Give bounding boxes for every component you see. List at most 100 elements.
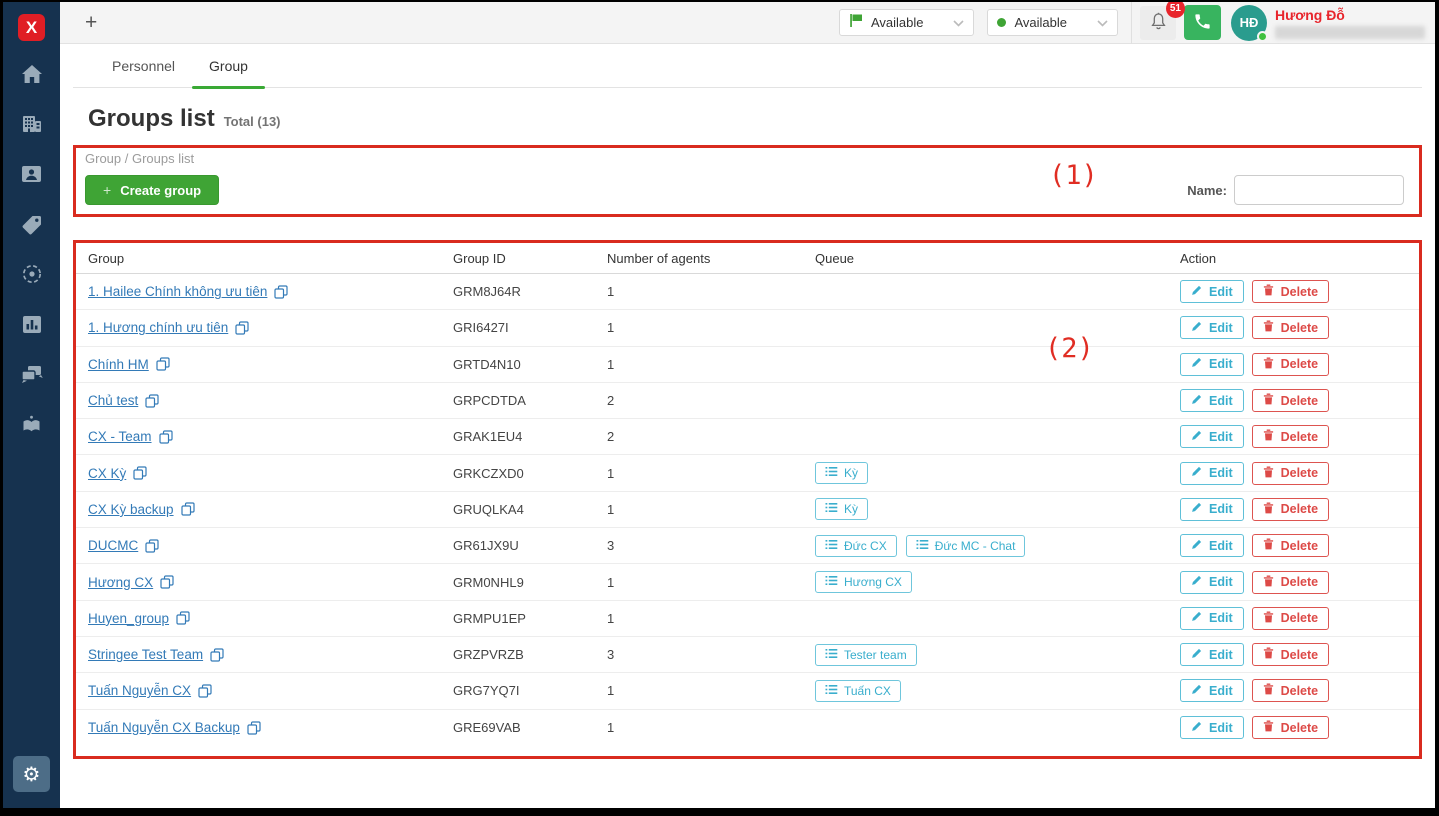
delete-button[interactable]: Delete <box>1251 316 1330 340</box>
delete-button[interactable]: Delete <box>1251 425 1330 449</box>
group-id: GRMPU1EP <box>453 610 526 626</box>
copy-icon[interactable] <box>235 321 249 335</box>
group-name-link[interactable]: 1. Hương chính ưu tiên <box>88 320 229 336</box>
group-name-link[interactable]: 1. Hailee Chính không ưu tiên <box>88 284 268 300</box>
delete-button[interactable]: Delete <box>1251 497 1330 521</box>
notifications-button[interactable]: 51 <box>1140 2 1185 40</box>
sidebar-item-home[interactable] <box>3 49 60 99</box>
target-icon <box>21 263 43 285</box>
trash-icon <box>1263 502 1274 517</box>
status-dot-icon <box>997 18 1007 27</box>
edit-button[interactable]: Edit <box>1180 425 1244 449</box>
edit-button[interactable]: Edit <box>1180 534 1244 558</box>
sidebar-item-reports[interactable] <box>3 299 60 349</box>
sidebar: X <box>3 2 60 808</box>
delete-button[interactable]: Delete <box>1251 606 1330 630</box>
copy-icon[interactable] <box>180 502 195 517</box>
name-filter-input[interactable] <box>1234 175 1404 205</box>
avatar[interactable]: HĐ <box>1231 4 1268 42</box>
chevron-down-icon <box>1097 14 1108 32</box>
table-row: CX Kỳ GRKCZXD0 1 Kỳ Edit Delete <box>76 455 1419 492</box>
queue-badge[interactable]: Hương CX <box>815 571 912 594</box>
edit-button[interactable]: Edit <box>1180 606 1244 630</box>
copy-icon[interactable] <box>133 466 147 480</box>
copy-icon[interactable] <box>156 357 170 371</box>
copy-icon[interactable] <box>176 611 190 625</box>
edit-button[interactable]: Edit <box>1180 316 1244 340</box>
sidebar-item-knowledge[interactable] <box>3 399 60 449</box>
new-tab-button[interactable]: + <box>85 11 98 34</box>
group-name-link[interactable]: Chủ test <box>88 393 139 409</box>
group-name-link[interactable]: Chính HM <box>88 356 149 372</box>
edit-button[interactable]: Edit <box>1180 389 1244 413</box>
pencil-icon <box>1191 721 1202 735</box>
sidebar-item-company[interactable] <box>3 99 60 149</box>
delete-button[interactable]: Delete <box>1251 352 1330 376</box>
delete-button[interactable]: Delete <box>1251 389 1330 413</box>
queue-badge[interactable]: Đức CX <box>815 534 897 557</box>
group-name-link[interactable]: Tuấn Nguyễn CX <box>88 683 192 699</box>
delete-button[interactable]: Delete <box>1251 461 1330 485</box>
delete-button[interactable]: Delete <box>1251 679 1330 703</box>
delete-button[interactable]: Delete <box>1251 643 1330 667</box>
sidebar-item-campaign[interactable] <box>3 249 60 299</box>
group-name-link[interactable]: CX - Team <box>88 429 152 445</box>
queue-badge[interactable]: Kỳ <box>815 498 869 521</box>
queue-badge[interactable]: Kỳ <box>815 462 869 485</box>
edit-button[interactable]: Edit <box>1180 716 1244 740</box>
pencil-icon <box>1191 321 1202 335</box>
group-name-link[interactable]: CX Kỳ backup <box>88 501 174 517</box>
pencil-icon <box>1191 575 1202 589</box>
annotation-box-1: Group / Groups list + Create group Name:… <box>73 145 1422 217</box>
create-group-button[interactable]: + Create group <box>85 175 220 205</box>
copy-icon[interactable] <box>274 285 289 299</box>
brand-logo[interactable]: X <box>18 14 45 41</box>
call-button[interactable] <box>1184 5 1221 40</box>
group-id: GRE69VAB <box>453 720 521 736</box>
agents-count: 3 <box>607 647 615 663</box>
copy-icon[interactable] <box>210 648 224 662</box>
tab-group[interactable]: Group <box>192 58 265 89</box>
copy-icon[interactable] <box>247 721 261 735</box>
queue-badge[interactable]: Tester team <box>815 643 917 666</box>
delete-button[interactable]: Delete <box>1251 716 1330 740</box>
edit-button[interactable]: Edit <box>1180 643 1244 667</box>
avatar-initials: HĐ <box>1239 15 1259 30</box>
agents-count: 1 <box>607 356 615 372</box>
copy-icon[interactable] <box>145 393 159 408</box>
queue-badge[interactable]: Tuấn CX <box>815 679 901 702</box>
edit-button[interactable]: Edit <box>1180 461 1244 485</box>
sidebar-item-chat[interactable] <box>3 349 60 399</box>
group-name-link[interactable]: CX Kỳ <box>88 465 127 481</box>
copy-icon[interactable] <box>158 430 173 444</box>
group-name-link[interactable]: Hương CX <box>88 574 154 590</box>
sidebar-item-contacts[interactable] <box>3 149 60 199</box>
copy-icon[interactable] <box>145 539 159 553</box>
delete-button[interactable]: Delete <box>1251 534 1330 558</box>
page-title: Groups list <box>88 105 215 132</box>
sidebar-item-tags[interactable] <box>3 199 60 249</box>
group-name-link[interactable]: Tuấn Nguyễn CX Backup <box>88 720 240 736</box>
group-name-link[interactable]: Stringee Test Team <box>88 647 204 663</box>
edit-button[interactable]: Edit <box>1180 570 1244 594</box>
agents-count: 1 <box>607 683 615 699</box>
copy-icon[interactable] <box>160 575 174 589</box>
edit-button[interactable]: Edit <box>1180 352 1244 376</box>
group-name-link[interactable]: Huyen_group <box>88 610 170 626</box>
edit-button[interactable]: Edit <box>1180 497 1244 521</box>
delete-button[interactable]: Delete <box>1251 570 1330 594</box>
call-status-dropdown[interactable]: Available <box>838 9 975 36</box>
delete-button[interactable]: Delete <box>1251 280 1330 304</box>
tab-personnel[interactable]: Personnel <box>95 58 192 87</box>
edit-button[interactable]: Edit <box>1180 280 1244 304</box>
user-menu[interactable]: Hương Đỗ <box>1275 7 1425 39</box>
copy-icon[interactable] <box>198 684 212 698</box>
edit-button[interactable]: Edit <box>1180 679 1244 703</box>
settings-gear-icon[interactable]: ⚙ <box>13 756 50 792</box>
chat-status-dropdown[interactable]: Available <box>987 9 1118 36</box>
group-name-link[interactable]: DUCMC <box>88 538 139 554</box>
queue-badge[interactable]: Đức MC - Chat <box>905 534 1026 557</box>
table-row: Huyen_group GRMPU1EP 1 Edit Delete <box>76 601 1419 637</box>
trash-icon <box>1263 357 1274 372</box>
